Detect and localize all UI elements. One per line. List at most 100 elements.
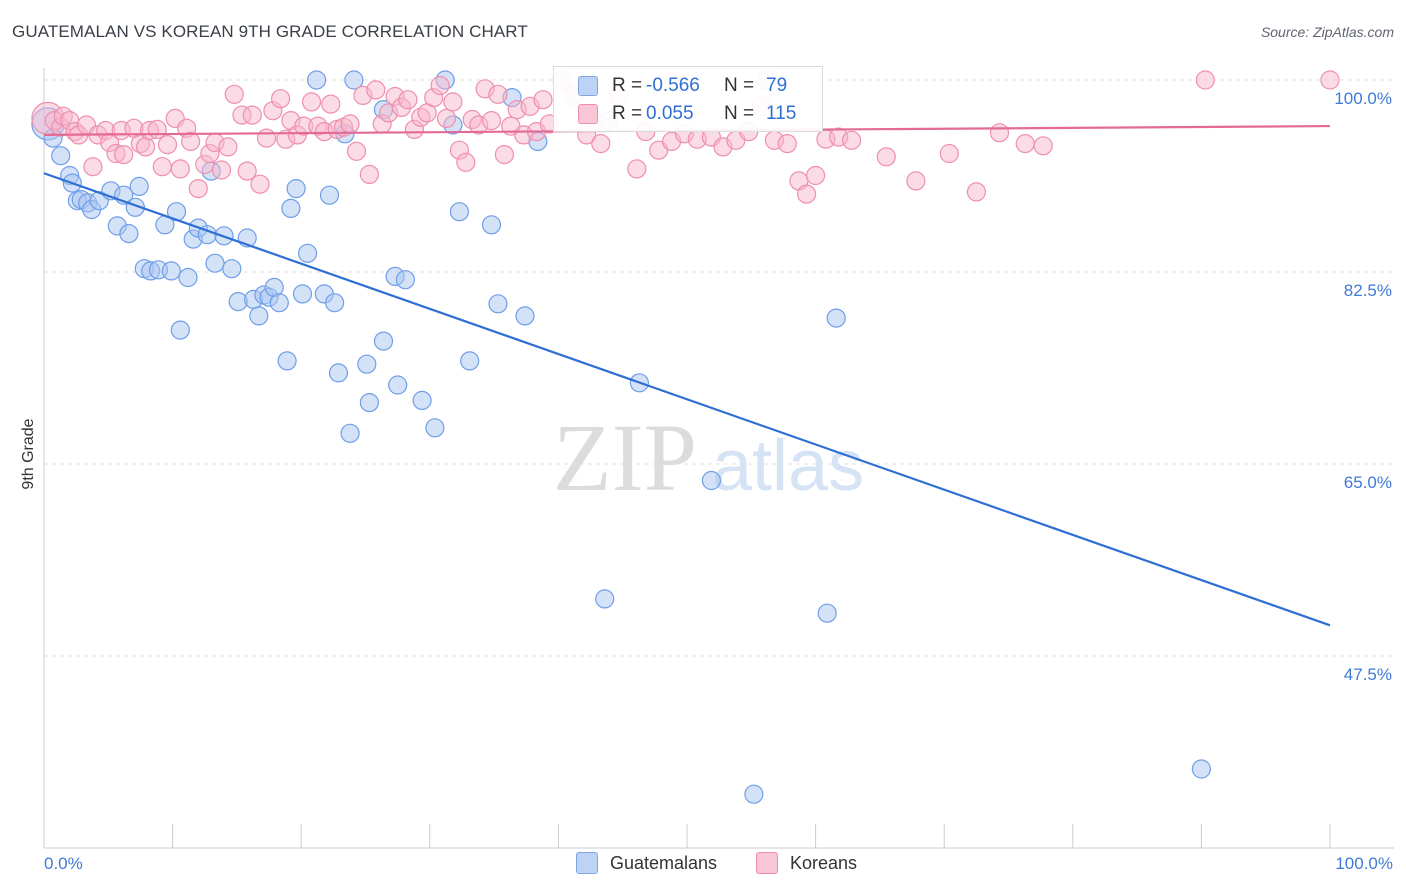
- guatemalan-point: [481, 215, 502, 235]
- guatemalan-point: [388, 375, 408, 395]
- legend-swatch-koreans: [578, 104, 598, 124]
- series-label-koreans: Koreans: [790, 852, 858, 873]
- legend-n-label: N =: [724, 75, 755, 96]
- korean-point: [456, 152, 476, 172]
- source-credit: Source: ZipAtlas.com: [1260, 24, 1394, 40]
- guatemalan-point: [249, 306, 269, 326]
- korean-point: [157, 135, 178, 155]
- watermark-atlas: atlas: [712, 426, 864, 506]
- guatemalan-trend-line: [43, 172, 1331, 627]
- guatemalan-point: [161, 261, 181, 281]
- guatemalan-point: [359, 393, 379, 413]
- korean-point: [250, 174, 270, 194]
- korean-point: [301, 92, 322, 112]
- legend-row-guatemalans: R = -0.566 N = 79: [578, 73, 787, 99]
- series-swatch-guatemalans: [576, 852, 598, 874]
- korean-point: [340, 114, 360, 134]
- korean-point: [242, 105, 262, 125]
- guatemalan-point: [178, 267, 198, 288]
- korean-point: [796, 184, 817, 204]
- korean-point: [398, 90, 418, 110]
- legend-r-label: R =: [612, 103, 643, 124]
- x-tick-label: 0.0%: [44, 854, 83, 873]
- korean-point: [271, 89, 291, 109]
- korean-point: [366, 80, 386, 100]
- korean-point: [436, 108, 457, 129]
- guatemalan-point: [340, 423, 360, 443]
- guatemalan-point: [119, 224, 139, 244]
- guatemalan-point: [325, 293, 345, 313]
- x-tick-label: 100.0%: [1335, 854, 1393, 873]
- guatemalan-point: [286, 179, 306, 199]
- korean-point: [152, 157, 172, 177]
- korean-point: [136, 137, 156, 157]
- guatemalan-point: [357, 354, 377, 374]
- korean-point: [237, 161, 257, 181]
- guatemalan-point: [319, 185, 340, 205]
- legend-n-label: N =: [724, 103, 755, 124]
- axes: [43, 68, 1394, 849]
- guatemalan-point: [129, 176, 149, 196]
- legend-row-koreans: R = 0.055 N = 115: [578, 101, 796, 127]
- guatemalan-point: [425, 418, 445, 438]
- korean-point: [181, 131, 201, 151]
- series-legend-koreans: Koreans: [756, 852, 857, 874]
- guatemalan-point: [395, 270, 415, 290]
- guatemalan-point: [460, 351, 480, 371]
- guatemalan-point: [515, 306, 535, 326]
- korean-point: [443, 92, 463, 112]
- guatemalan-point: [205, 253, 225, 273]
- legend-n-value: 79: [766, 75, 788, 96]
- series-legend: Guatemalans Koreans: [0, 852, 1406, 878]
- legend-r-value: -0.566: [646, 75, 700, 96]
- guatemalan-point: [298, 243, 318, 263]
- korean-point: [627, 159, 647, 179]
- series-label-guatemalans: Guatemalans: [610, 852, 718, 873]
- trend-lines: [43, 124, 1331, 627]
- korean-point: [1195, 70, 1215, 90]
- y-tick-label: 47.5%: [1344, 665, 1392, 684]
- korean-point: [777, 134, 797, 154]
- korean-point: [170, 159, 190, 179]
- y-axis-title: 9th Grade: [20, 418, 37, 489]
- guatemalan-point: [222, 259, 242, 279]
- legend-swatch-guatemalans: [578, 76, 598, 96]
- korean-point: [939, 143, 959, 164]
- guatemalan-point: [277, 351, 297, 371]
- korean-point: [211, 160, 232, 180]
- korean-point: [256, 128, 277, 148]
- legend-n-value: 115: [766, 103, 797, 124]
- korean-point: [1033, 136, 1053, 156]
- guatemalan-point: [328, 363, 349, 383]
- korean-point: [430, 75, 450, 96]
- watermark: ZIP atlas: [553, 404, 864, 511]
- legend-r-value: 0.055: [646, 103, 694, 124]
- korean-point: [876, 147, 896, 167]
- korean-point: [359, 164, 379, 184]
- guatemalan-point: [826, 308, 846, 328]
- legend-r-label: R =: [612, 75, 643, 96]
- korean-point: [83, 157, 103, 177]
- guatemalan-point: [269, 293, 289, 313]
- stats-legend: R = -0.566 N = 79 R = 0.055 N = 115: [553, 66, 823, 132]
- korean-point: [805, 165, 826, 186]
- guatemalan-point: [595, 589, 615, 609]
- guatemalan-point: [488, 294, 508, 314]
- series-legend-guatemalans: Guatemalans: [576, 852, 717, 874]
- korean-point: [989, 123, 1010, 143]
- y-tick-label: 100.0%: [1334, 89, 1392, 108]
- guatemalan-point: [51, 146, 71, 166]
- korean-point: [494, 145, 514, 165]
- guatemalan-point: [701, 470, 722, 491]
- guatemalan-point: [412, 390, 432, 410]
- guatemalan-point: [292, 284, 313, 304]
- guatemalan-point: [344, 70, 364, 90]
- axis-labels: 47.5% 65.0% 82.5% 100.0% 0.0% 100.0% 9th Grade: [20, 89, 1393, 873]
- series-swatch-koreans: [756, 852, 778, 874]
- guatemalan-point: [373, 331, 394, 351]
- korean-point: [966, 182, 987, 202]
- korean-point: [147, 119, 167, 139]
- guatemalan-point: [281, 198, 301, 218]
- korean-point: [1320, 70, 1340, 90]
